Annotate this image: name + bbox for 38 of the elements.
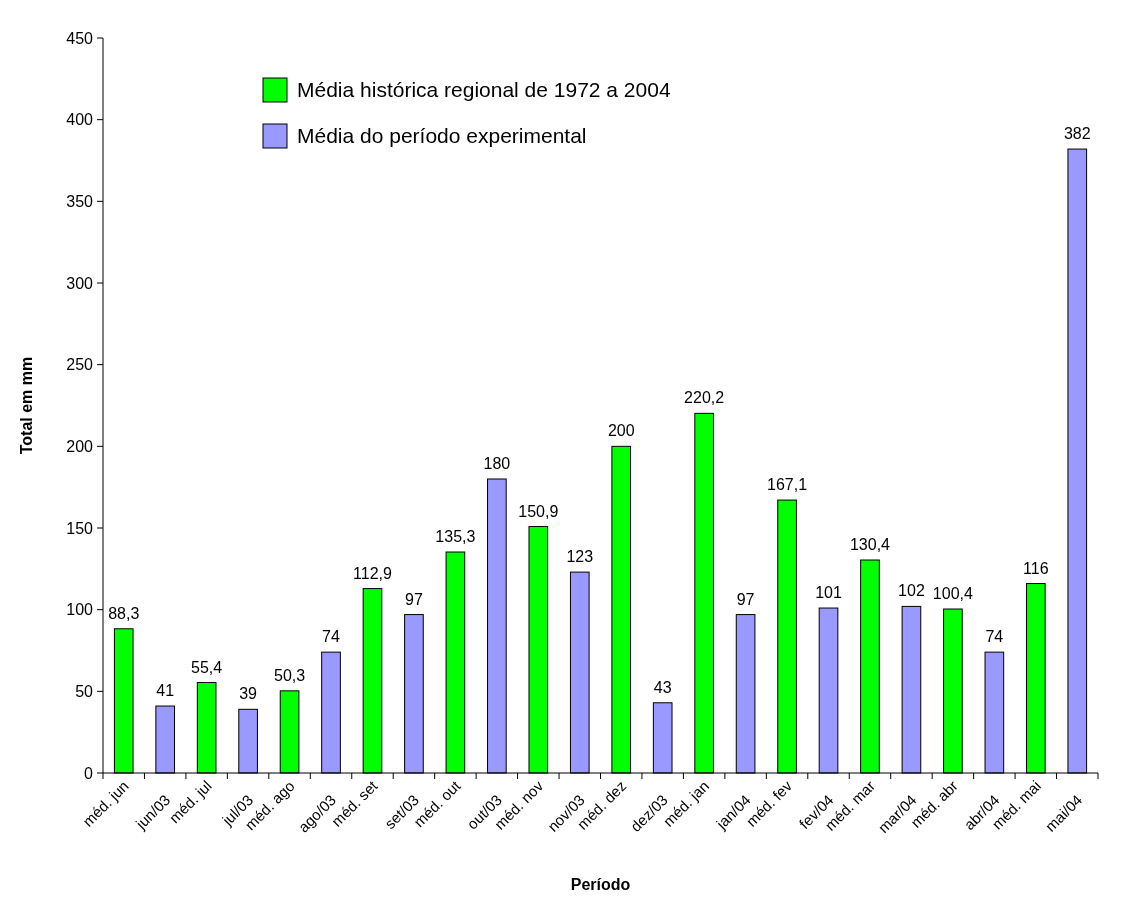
data-label: 97 — [736, 590, 755, 608]
y-tick-label: 400 — [66, 111, 94, 129]
data-label: 382 — [1063, 125, 1091, 143]
legend-label: Média do período experimental — [297, 124, 587, 148]
data-label: 112,9 — [353, 564, 392, 582]
data-label: 88,3 — [108, 604, 140, 622]
data-label: 55,4 — [191, 658, 223, 676]
data-label: 100,4 — [932, 585, 974, 603]
y-tick-label: 150 — [66, 519, 94, 537]
y-tick-label: 0 — [84, 764, 94, 782]
y-tick-label: 350 — [66, 192, 94, 210]
data-label: 130,4 — [849, 536, 891, 554]
y-tick-label: 300 — [66, 274, 94, 292]
x-axis-title: Período — [570, 876, 631, 893]
data-label: 220,2 — [684, 389, 725, 407]
data-label: 43 — [653, 678, 672, 696]
data-label: 41 — [156, 682, 175, 700]
data-label: 50,3 — [273, 666, 306, 684]
data-label: 150,9 — [518, 502, 559, 520]
data-label: 97 — [405, 590, 423, 608]
y-tick-label: 450 — [66, 29, 94, 47]
y-tick-label: 250 — [66, 356, 94, 374]
data-label: 74 — [322, 628, 341, 646]
y-tick-label: 50 — [75, 682, 94, 700]
data-label: 39 — [239, 685, 258, 703]
data-label: 200 — [607, 422, 635, 440]
data-label: 102 — [898, 582, 925, 600]
data-label: 180 — [483, 455, 511, 472]
y-tick-label: 200 — [66, 437, 94, 455]
y-axis-title: Total em mm — [18, 356, 35, 455]
y-tick-label: 100 — [66, 601, 94, 619]
legend-label: Média histórica regional de 1972 a 2004 — [297, 78, 671, 102]
data-label: 74 — [985, 628, 1004, 646]
data-label: 167,1 — [767, 476, 808, 494]
data-label: 116 — [1023, 559, 1049, 577]
data-label: 123 — [566, 548, 594, 566]
data-label: 101 — [815, 584, 842, 602]
data-label: 135,3 — [435, 528, 476, 546]
